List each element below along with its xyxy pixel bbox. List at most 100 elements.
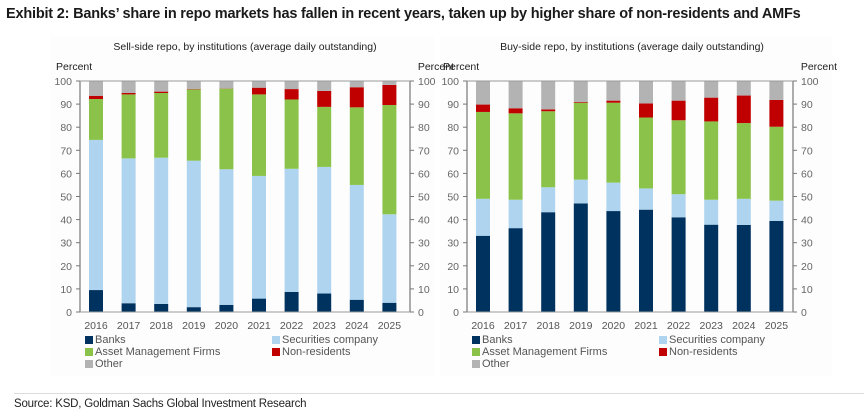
sell-side-bar-securities-company-2022	[284, 168, 299, 292]
sell-side-bar-securities-company-2021	[252, 175, 266, 299]
sell-side-right-y-tick-label: 90	[418, 99, 430, 111]
sell-side-right-y-tick-label: 100	[418, 76, 436, 88]
sell-side-x-tick-label: 2022	[280, 320, 304, 332]
sell-side-x-tick-label: 2016	[84, 320, 108, 332]
buy-side-bar-non-residents-2019	[573, 102, 588, 103]
other-swatch-icon	[85, 360, 93, 368]
legend-label: Banks	[482, 334, 513, 346]
sell-side-chart-title: Sell-side repo, by institutions (average…	[113, 41, 376, 53]
buy-side-left-y-tick-label: 60	[447, 168, 459, 180]
buy-side-bar-non-residents-2016	[476, 104, 490, 112]
sell-side-bar-non-residents-2018	[154, 91, 169, 94]
sell-side-bar-asset-management-firms-2023	[317, 106, 332, 167]
legend-item-banks: Banks	[472, 334, 513, 346]
sell-side-right-y-tick-label: 0	[418, 307, 424, 319]
buy-side-x-tick-label: 2021	[634, 320, 658, 332]
sell-side-right-y-tick-label: 10	[418, 284, 430, 296]
source-note: Source: KSD, Goldman Sachs Global Invest…	[14, 398, 307, 410]
sell-side-left-y-tick-label: 90	[60, 99, 72, 111]
sell-side-x-tick-label: 2023	[313, 320, 337, 332]
sell-side-bar-securities-company-2024	[349, 184, 364, 300]
buy-side-bar-non-residents-2023	[704, 97, 719, 122]
buy-side-bar-other-2022	[671, 81, 686, 101]
amf-swatch-icon	[85, 348, 93, 356]
buy-side-right-y-tick-label: 40	[801, 215, 813, 227]
sell-side-right-y-tick-label: 50	[418, 192, 430, 204]
legend-label: Asset Management Firms	[95, 346, 221, 358]
sell-side-bar-securities-company-2016	[89, 139, 103, 291]
sell-side-bar-asset-management-firms-2020	[219, 88, 234, 170]
buy-side-bar-banks-2018	[541, 212, 556, 312]
sell-side-x-tick-label: 2021	[247, 320, 271, 332]
sell-side-bar-other-2025	[382, 81, 397, 85]
sell-side-bar-securities-company-2025	[382, 214, 397, 303]
sell-side-right-y-tick-label: 30	[418, 238, 430, 250]
non-residents-swatch-icon	[272, 348, 280, 356]
sell-side-left-y-tick-label: 80	[60, 122, 72, 134]
legend-label: Non-residents	[669, 346, 738, 358]
sell-side-bar-asset-management-firms-2022	[284, 99, 299, 169]
buy-side-bar-banks-2017	[508, 228, 523, 312]
sell-side-left-y-tick-label: 20	[60, 261, 72, 273]
footer-divider	[14, 393, 864, 394]
buy-side-x-tick-label: 2016	[471, 320, 495, 332]
sell-side-left-y-tick-label: 70	[60, 145, 72, 157]
sell-side-bar-other-2019	[186, 81, 201, 89]
sell-side-bar-banks-2022	[284, 291, 299, 312]
buy-side-bar-asset-management-firms-2018	[541, 111, 556, 188]
amf-swatch-icon	[472, 348, 480, 356]
buy-side-bar-non-residents-2025	[769, 99, 784, 127]
buy-side-bar-asset-management-firms-2021	[639, 117, 653, 189]
sell-side-bar-banks-2025	[382, 302, 397, 312]
buy-side-bar-securities-company-2022	[671, 194, 686, 218]
sell-side-left-y-tick-label: 60	[60, 168, 72, 180]
buy-side-bar-securities-company-2017	[508, 199, 523, 229]
buy-side-bar-non-residents-2021	[639, 103, 653, 118]
buy-side-bar-securities-company-2021	[639, 188, 653, 210]
buy-side-bar-securities-company-2023	[704, 199, 719, 225]
buy-side-left-y-tick-label: 40	[447, 215, 459, 227]
buy-side-x-tick-label: 2017	[504, 320, 528, 332]
buy-side-bar-asset-management-firms-2016	[476, 111, 490, 199]
sell-side-bar-other-2018	[154, 81, 169, 92]
sell-side-bar-non-residents-2023	[317, 90, 332, 107]
buy-side-right-y-tick-label: 90	[801, 99, 813, 111]
buy-side-left-axis-label: Percent	[443, 61, 479, 73]
sell-side-bar-banks-2019	[186, 307, 201, 312]
legend-label: Other	[482, 358, 510, 370]
legend-label: Non-residents	[282, 346, 351, 358]
buy-side-bar-banks-2022	[671, 217, 686, 312]
buy-side-bar-asset-management-firms-2024	[736, 123, 751, 199]
buy-side-bar-asset-management-firms-2019	[573, 102, 588, 180]
sell-side-left-y-tick-label: 40	[60, 215, 72, 227]
buy-side-right-y-tick-label: 70	[801, 145, 813, 157]
legend-item-non-residents: Non-residents	[272, 346, 350, 358]
sell-side-right-axis-label: Percent	[418, 61, 454, 73]
banks-swatch-icon	[85, 336, 93, 344]
non-residents-swatch-icon	[659, 348, 667, 356]
buy-side-right-y-tick-label: 80	[801, 122, 813, 134]
buy-side-bar-other-2021	[639, 81, 653, 104]
buy-side-right-y-tick-label: 100	[801, 76, 819, 88]
buy-side-bar-other-2018	[541, 81, 556, 110]
sell-side-bar-non-residents-2025	[382, 84, 397, 106]
sell-side-x-tick-label: 2024	[345, 320, 369, 332]
sell-side-bar-other-2017	[121, 81, 136, 94]
buy-side-x-tick-label: 2020	[602, 320, 626, 332]
exhibit-title: Exhibit 2: Banks’ share in repo markets …	[6, 6, 801, 22]
legend-item-other: Other	[85, 358, 123, 370]
buy-side-right-y-tick-label: 30	[801, 238, 813, 250]
sell-side-left-axis-label: Percent	[56, 61, 92, 73]
legend-item-amf: Asset Management Firms	[85, 346, 220, 358]
buy-side-bar-securities-company-2018	[541, 187, 556, 213]
sell-side-bar-banks-2016	[89, 290, 103, 312]
buy-side-bar-other-2024	[736, 81, 751, 96]
sell-side-bar-asset-management-firms-2021	[252, 94, 266, 176]
buy-side-bar-banks-2024	[736, 224, 751, 312]
sell-side-left-y-tick-label: 30	[60, 238, 72, 250]
buy-side-right-y-tick-label: 50	[801, 192, 813, 204]
buy-side-bar-banks-2023	[704, 224, 719, 312]
sell-side-left-y-tick-label: 10	[60, 284, 72, 296]
sell-side-right-y-tick-label: 70	[418, 145, 430, 157]
